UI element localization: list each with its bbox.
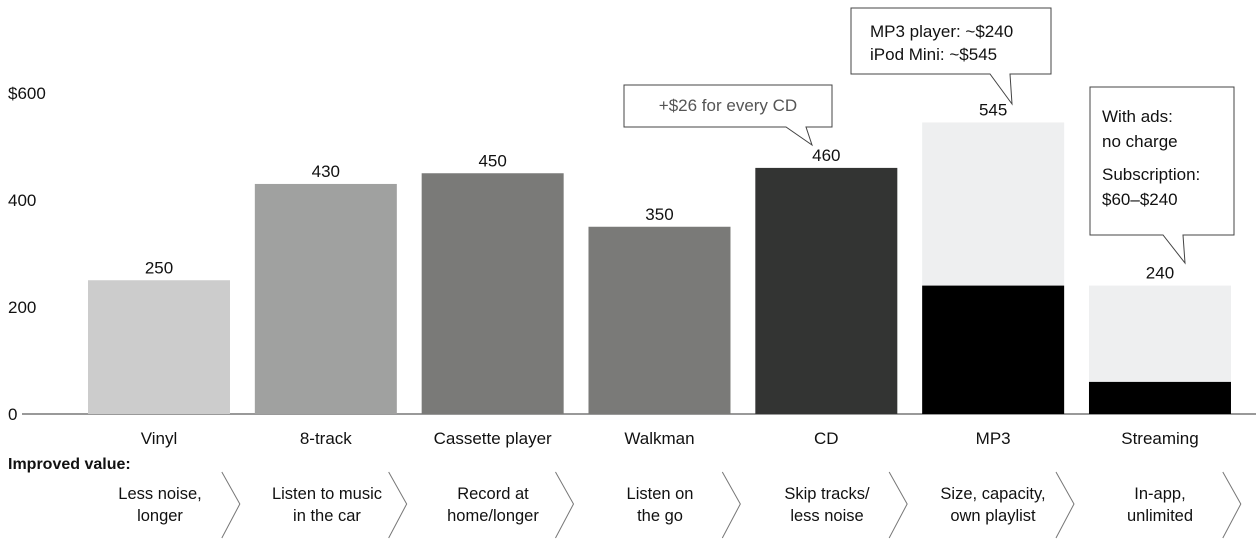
improved-value-item: Less noise, longer xyxy=(118,485,202,525)
bar-value-label: 240 xyxy=(1146,264,1174,283)
chevron-separator xyxy=(555,471,575,539)
bar-value-label: 460 xyxy=(812,146,840,165)
improved-value-item: Record at home/longer xyxy=(447,485,539,525)
bar xyxy=(254,183,397,414)
improved-value-item: Listen on the go xyxy=(626,485,694,525)
y-tick-label: $600 xyxy=(8,84,46,103)
callout-box xyxy=(850,7,1052,106)
bar xyxy=(421,173,564,414)
improved-value-item: Skip tracks/ less noise xyxy=(784,485,870,525)
bars xyxy=(88,122,1231,414)
category-label: Streaming xyxy=(1121,429,1198,448)
category-labels: Vinyl 8-track Cassette player Walkman CD MP3 S… xyxy=(141,429,1199,448)
chevron-separator xyxy=(388,471,408,539)
callout-box xyxy=(623,84,833,147)
callout-text: no charge xyxy=(1102,132,1178,151)
chevron-separator xyxy=(1222,471,1242,539)
y-tick-label: 200 xyxy=(8,298,36,317)
callout-text: $60–$240 xyxy=(1102,190,1178,209)
bar xyxy=(755,167,898,414)
callout-text: With ads: xyxy=(1102,107,1173,126)
chevron-separator xyxy=(1055,471,1075,539)
y-tick-label: 400 xyxy=(8,191,36,210)
bar xyxy=(88,280,230,414)
bar-value-label: 350 xyxy=(645,205,673,224)
bar xyxy=(588,226,731,414)
chevron-separator xyxy=(888,471,908,539)
category-label: Cassette player xyxy=(434,429,552,448)
value-chevrons xyxy=(221,471,1242,539)
bar-value-label: 430 xyxy=(312,162,340,181)
improved-value-title: Improved value: xyxy=(8,456,131,473)
bar-value-label: 545 xyxy=(979,100,1007,119)
callout-box xyxy=(1089,86,1235,265)
bar-segment-upper xyxy=(922,122,1065,286)
bar-value-label: 250 xyxy=(145,258,173,277)
value-labels: 250 430 450 350 460 545 240 xyxy=(145,100,1174,282)
bar-segment-upper xyxy=(1088,285,1231,382)
chevron-separator xyxy=(221,471,241,539)
bar xyxy=(1088,381,1231,414)
improved-value-item: In-app, unlimited xyxy=(1126,485,1194,525)
improved-value-item: Size, capacity, own playlist xyxy=(940,485,1046,525)
category-label: Walkman xyxy=(624,429,694,448)
y-tick-label: 0 xyxy=(8,405,17,424)
callout-text: Subscription: xyxy=(1102,165,1200,184)
category-label: 8-track xyxy=(300,429,352,448)
chevron-separator xyxy=(721,471,741,539)
callouts: +$26 for every CD MP3 player: ~$240 iPod M… xyxy=(623,7,1235,265)
callout-text: +$26 for every CD xyxy=(659,96,797,115)
bar xyxy=(922,285,1065,414)
improved-value-item: Listen to music in the car xyxy=(271,485,383,525)
callout-text: MP3 player: ~$240 xyxy=(870,22,1013,41)
bar-value-label: 450 xyxy=(478,151,506,170)
callout-text: iPod Mini: ~$545 xyxy=(870,45,997,64)
category-label: Vinyl xyxy=(141,429,178,448)
category-label: MP3 xyxy=(976,429,1011,448)
category-label: CD xyxy=(814,429,839,448)
